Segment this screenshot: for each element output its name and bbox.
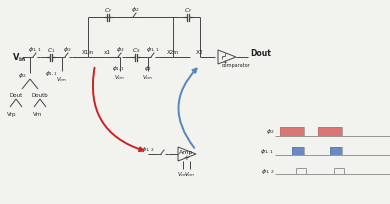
Text: $\phi_2$: $\phi_2$ bbox=[266, 127, 274, 136]
Text: x1: x1 bbox=[103, 50, 110, 55]
Bar bbox=[318, 127, 342, 136]
Text: $\phi_2$: $\phi_2$ bbox=[116, 45, 124, 54]
Text: +: + bbox=[222, 59, 227, 64]
Text: +: + bbox=[183, 154, 189, 160]
Text: $C_S$: $C_S$ bbox=[132, 46, 140, 55]
Text: $\phi_{1,2}$: $\phi_{1,2}$ bbox=[141, 145, 155, 153]
Text: $\phi_{1,1}$: $\phi_{1,1}$ bbox=[112, 64, 124, 73]
Text: Dout: Dout bbox=[250, 49, 271, 58]
Text: $V_{cm}$: $V_{cm}$ bbox=[142, 73, 154, 82]
Text: Amp: Amp bbox=[179, 150, 193, 155]
Text: $\mathbf{V_{in}}$: $\mathbf{V_{in}}$ bbox=[12, 51, 27, 64]
Text: X2in: X2in bbox=[167, 50, 179, 55]
Text: $\phi_2$: $\phi_2$ bbox=[18, 71, 26, 80]
FancyArrowPatch shape bbox=[179, 69, 197, 148]
Text: $V_{cm}$: $V_{cm}$ bbox=[56, 75, 68, 84]
Bar bbox=[330, 147, 342, 155]
Text: Dout: Dout bbox=[9, 93, 23, 98]
Text: $V_{cm}$: $V_{cm}$ bbox=[184, 170, 196, 178]
Text: Doutb: Doutb bbox=[32, 93, 48, 98]
Text: Vrn: Vrn bbox=[33, 112, 43, 117]
Text: $\phi_{1,1}$: $\phi_{1,1}$ bbox=[45, 69, 58, 78]
Text: X2: X2 bbox=[196, 50, 204, 55]
Text: $\phi_2$: $\phi_2$ bbox=[144, 64, 152, 73]
Text: $V_{cm}$: $V_{cm}$ bbox=[177, 170, 189, 178]
Text: $\phi_{1,1}$: $\phi_{1,1}$ bbox=[146, 45, 160, 54]
Bar bbox=[280, 127, 304, 136]
Text: X1in: X1in bbox=[82, 50, 94, 55]
FancyArrowPatch shape bbox=[93, 68, 143, 151]
Text: $\phi_2$: $\phi_2$ bbox=[63, 45, 71, 54]
Text: $C_F$: $C_F$ bbox=[184, 7, 192, 15]
Text: $\phi_{1,2}$: $\phi_{1,2}$ bbox=[261, 167, 274, 175]
Text: $V_{cm}$: $V_{cm}$ bbox=[114, 73, 126, 82]
Text: $C_1$: $C_1$ bbox=[47, 46, 55, 55]
Text: $\phi_2$: $\phi_2$ bbox=[131, 6, 139, 14]
Bar bbox=[292, 147, 304, 155]
Text: comparator: comparator bbox=[222, 63, 250, 68]
Text: $\phi_{1,1}$: $\phi_{1,1}$ bbox=[28, 45, 42, 54]
Text: $\phi_{1,1}$: $\phi_{1,1}$ bbox=[261, 147, 274, 155]
Text: $C_F$: $C_F$ bbox=[104, 7, 112, 15]
Text: Vrp: Vrp bbox=[7, 112, 17, 117]
